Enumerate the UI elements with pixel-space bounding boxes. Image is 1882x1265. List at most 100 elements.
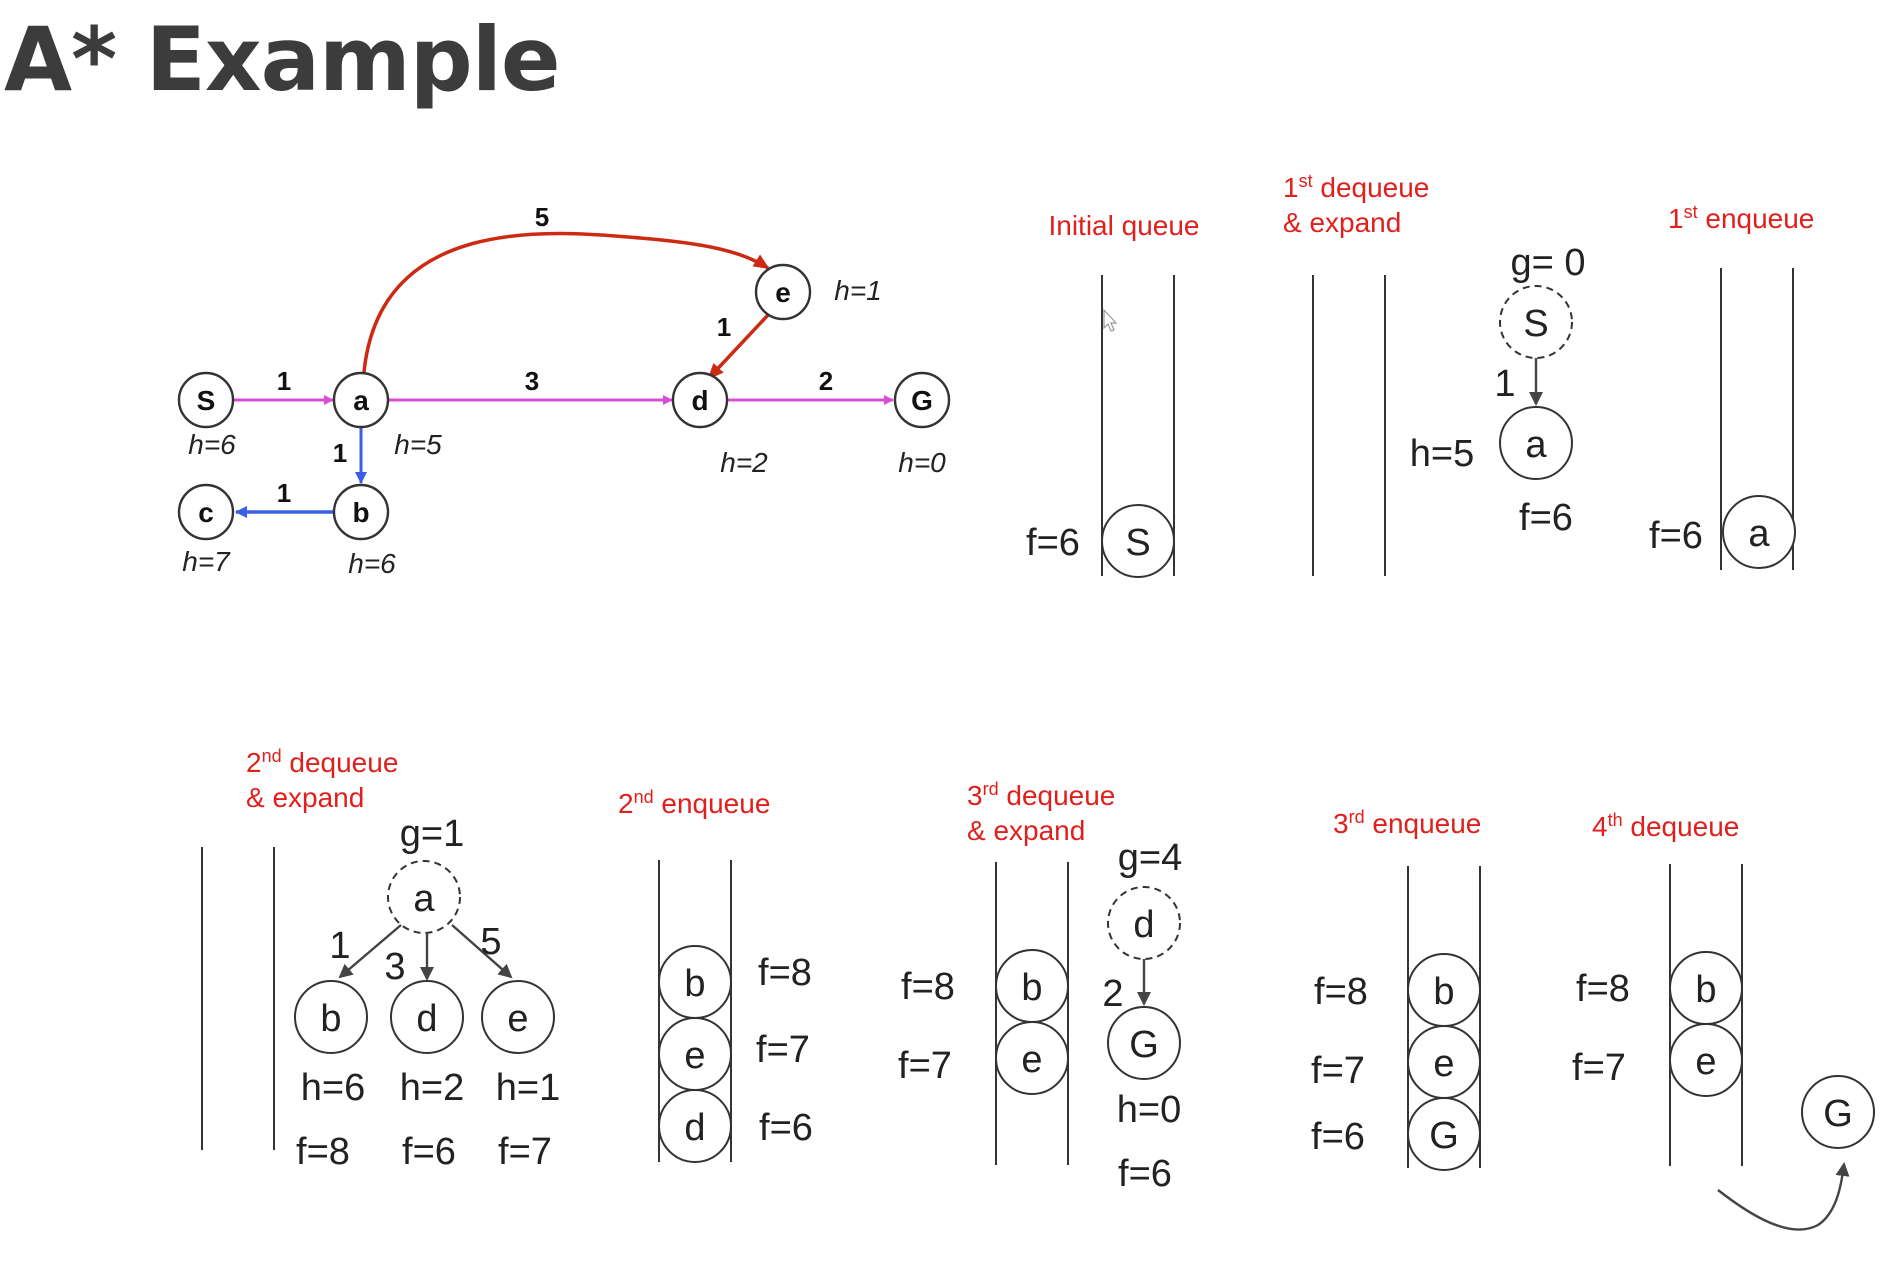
panel-2nd-dequeue: g=1 a 1 3 5 b d e h=6 h=2 h=1 f=8 f=6 f=… (201, 813, 560, 1173)
caption-initial-queue: Initial queue (1048, 210, 1199, 241)
svg-text:2nd dequeue: 2nd dequeue (246, 746, 398, 778)
graph-node-d: d (671, 371, 729, 429)
child-node-label: b (320, 998, 341, 1040)
child-node-label: G (1129, 1024, 1159, 1066)
edge-weight-S-a: 1 (277, 366, 291, 396)
graph-node-S: S (177, 371, 235, 429)
queue-node-d (658, 1089, 732, 1163)
child-node-e (481, 980, 555, 1054)
f-value-d: f=6 (759, 1107, 813, 1149)
graph-node-G: G (893, 371, 951, 429)
f-value: f=6 (1118, 1153, 1172, 1195)
edge-cost: 2 (1102, 973, 1123, 1015)
queue-node-e (995, 1021, 1069, 1095)
dequeued-node-label: S (1523, 303, 1548, 345)
f-value-b: f=8 (758, 952, 812, 994)
edge-e-d (707, 313, 770, 380)
h-value: h=0 (1117, 1089, 1181, 1131)
g-value: g= 0 (1510, 242, 1585, 284)
child-node-d (390, 980, 464, 1054)
slide-title: A* Example (4, 8, 561, 111)
goal-node-removed (1801, 1075, 1875, 1149)
heuristic-e: h=1 (834, 275, 882, 306)
svg-text:3rd enqueue: 3rd enqueue (1333, 807, 1481, 839)
f-value: f=6 (1519, 497, 1573, 539)
edge-cost-d: 3 (384, 946, 405, 988)
heuristic-b: h=6 (348, 548, 396, 579)
svg-text:d: d (691, 385, 708, 416)
heuristic-G: h=0 (898, 447, 946, 478)
svg-text:c: c (198, 497, 214, 528)
h-value-b: h=6 (301, 1067, 365, 1109)
heuristic-c: h=7 (182, 546, 231, 577)
svg-text:2nd enqueue: 2nd enqueue (618, 787, 770, 819)
queue-node-label: e (1433, 1043, 1454, 1085)
caption-1st-dequeue: 1st dequeue & expand (1283, 171, 1429, 238)
child-node-label: a (1525, 424, 1547, 466)
caption-3rd-enqueue: 3rd enqueue (1333, 807, 1481, 839)
panel-2nd-enqueue: b e d f=8 f=7 f=6 (658, 860, 813, 1163)
svg-text:S: S (197, 385, 216, 416)
dequeue-arrow (1717, 1162, 1850, 1231)
caption-4th-dequeue: 4th dequeue (1592, 810, 1739, 842)
svg-text:e: e (775, 277, 791, 308)
queue-node-label: S (1125, 522, 1150, 564)
edge-cost-b: 1 (329, 925, 350, 967)
heuristic-S: h=6 (188, 429, 236, 460)
dequeued-node-label: a (413, 878, 435, 920)
queue-node-label: d (684, 1107, 705, 1149)
child-node-b (294, 980, 368, 1054)
queue-node-G (1407, 1097, 1481, 1171)
f-value-e: f=7 (498, 1131, 552, 1173)
edge-weight-d-G: 2 (819, 366, 833, 396)
svg-text:a: a (353, 385, 369, 416)
heuristic-d: h=2 (720, 447, 768, 478)
h-value-d: h=2 (400, 1067, 464, 1109)
g-value: g=1 (400, 813, 464, 855)
f-value-b: f=8 (296, 1131, 350, 1173)
edge-weight-a-d: 3 (525, 366, 539, 396)
edge-weight-b-c: 1 (277, 478, 291, 508)
child-node (1499, 406, 1573, 480)
dequeued-node (1107, 886, 1181, 960)
panel-1st-dequeue: g= 0 S 1 a h=5 f=6 (1312, 242, 1586, 576)
queue-node-label: b (1021, 967, 1042, 1009)
edge-cost-e: 5 (480, 921, 501, 963)
f-value: f=6 (1649, 515, 1703, 557)
svg-text:& expand: & expand (246, 782, 364, 813)
graph-node-e: e (754, 263, 812, 321)
f-value: f=6 (1026, 522, 1080, 564)
g-value: g=4 (1118, 837, 1182, 879)
svg-text:G: G (911, 385, 933, 416)
child-node-label: d (416, 998, 437, 1040)
dequeued-node-label: d (1133, 904, 1154, 946)
panel-initial-queue: S f=6 (1026, 275, 1175, 578)
queue-node-label: G (1429, 1115, 1459, 1157)
f-value-b: f=8 (901, 966, 955, 1008)
queue-node-label: b (1695, 969, 1716, 1011)
dequeued-node (387, 860, 461, 934)
caption-3rd-dequeue: 3rd dequeue & expand (967, 779, 1115, 846)
edge-weight-a-b: 1 (333, 438, 347, 468)
queue-node (1722, 495, 1796, 569)
f-value-e: f=7 (1311, 1050, 1365, 1092)
graph-node-a: a (332, 371, 390, 429)
f-value-b: f=8 (1576, 968, 1630, 1010)
f-value-b: f=8 (1314, 971, 1368, 1013)
dequeued-node (1499, 285, 1573, 359)
caption-1st-enqueue: 1st enqueue (1668, 202, 1814, 234)
panel-1st-enqueue: a f=6 (1649, 268, 1796, 570)
panel-4th-dequeue: b e f=8 f=7 G (1572, 864, 1875, 1231)
svg-text:1st dequeue: 1st dequeue (1283, 171, 1429, 203)
f-value-G: f=6 (1311, 1116, 1365, 1158)
cursor-icon (1103, 308, 1118, 332)
edge-a-e (362, 231, 770, 373)
edge-weight-e-d: 1 (717, 312, 731, 342)
child-node-label: e (507, 998, 528, 1040)
panel-3rd-enqueue: b e G f=8 f=7 f=6 (1311, 866, 1481, 1171)
queue-node-label: e (684, 1035, 705, 1077)
f-value-e: f=7 (756, 1029, 810, 1071)
edge-weight-a-e: 5 (535, 202, 549, 232)
caption-2nd-dequeue: 2nd dequeue & expand (246, 746, 398, 813)
